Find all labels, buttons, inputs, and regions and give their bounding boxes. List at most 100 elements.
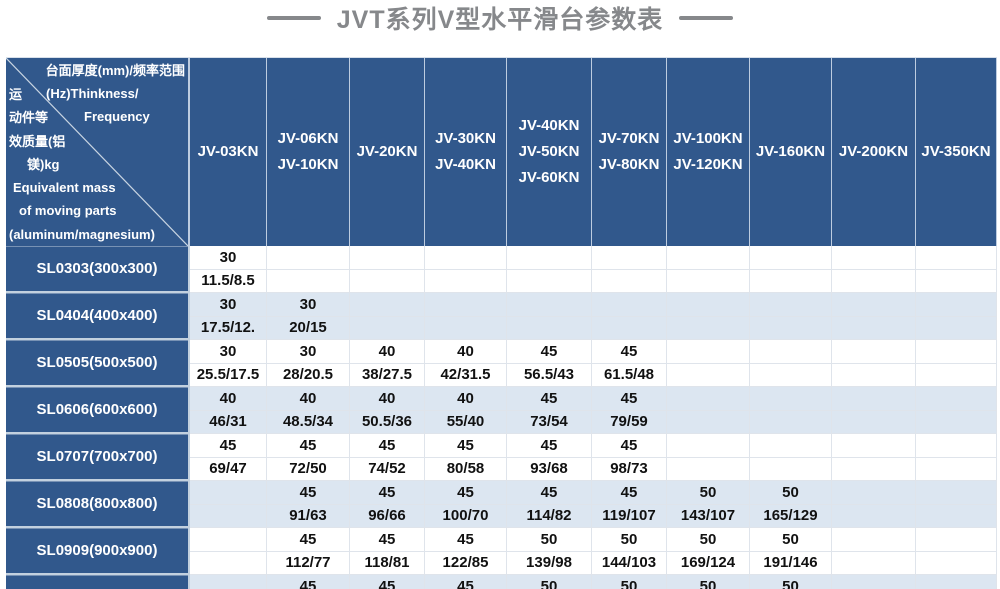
thickness-value: 45 bbox=[425, 528, 506, 552]
mass-value: 50.5/36 bbox=[361, 413, 413, 431]
thickness-value bbox=[667, 387, 749, 411]
data-cell bbox=[916, 434, 997, 481]
thickness-value: 45 bbox=[592, 387, 666, 411]
thickness-value: 40 bbox=[190, 387, 266, 411]
thickness-value bbox=[916, 575, 996, 589]
data-cell: 45 72/50 bbox=[267, 434, 350, 481]
thickness-value bbox=[507, 293, 591, 317]
mass-value bbox=[832, 364, 915, 387]
table-row: SL0404(400x400) 30 17.5/12. 30 20/15 bbox=[6, 293, 997, 340]
column-header-line: JV-20KN bbox=[356, 143, 418, 160]
row-header: SL0404(400x400) bbox=[6, 293, 190, 340]
thickness-value bbox=[592, 246, 666, 270]
mass-value bbox=[667, 270, 749, 293]
thickness-value: 30 bbox=[267, 293, 349, 317]
corner-label-line: of moving parts bbox=[9, 199, 185, 223]
thickness-value bbox=[916, 246, 996, 270]
corner-cell: 台面厚度(mm)/频率范围运 (Hz)Thinkness/动件等 Frequency… bbox=[6, 58, 190, 246]
thickness-value bbox=[916, 293, 996, 317]
data-cell: 45 bbox=[267, 575, 350, 589]
mass-value bbox=[832, 411, 915, 434]
thickness-value: 50 bbox=[592, 528, 666, 552]
mass-value bbox=[350, 317, 424, 340]
mass-value: 91/63 bbox=[289, 507, 327, 525]
mass-value: 55/40 bbox=[446, 413, 485, 431]
row-header: SL0606(600x600) bbox=[6, 387, 190, 434]
thickness-value: 45 bbox=[507, 434, 591, 458]
thickness-value: 45 bbox=[592, 340, 666, 364]
column-header: JV-30KN JV-40KN bbox=[425, 58, 507, 246]
column-header-line: JV-03KN bbox=[197, 143, 259, 160]
data-cell: 45 69/47 bbox=[190, 434, 267, 481]
data-cell bbox=[592, 246, 667, 293]
thickness-value bbox=[667, 293, 749, 317]
column-header-line: JV-350KN bbox=[921, 143, 991, 160]
thickness-value: 45 bbox=[507, 481, 591, 505]
corner-label-line: (aluminum/magnesium) bbox=[9, 223, 185, 247]
column-header-line: JV-50KN bbox=[518, 143, 580, 160]
mass-value bbox=[190, 505, 266, 528]
thickness-value: 30 bbox=[190, 340, 266, 364]
mass-value bbox=[425, 270, 506, 293]
corner-text-left: Equivalent mass bbox=[13, 179, 116, 195]
data-cell: 45 80/58 bbox=[425, 434, 507, 481]
thickness-value bbox=[916, 434, 996, 458]
mass-value: 69/47 bbox=[209, 460, 247, 478]
mass-value bbox=[425, 317, 506, 340]
data-cell bbox=[750, 340, 832, 387]
table-row: SL0303(300x300) 30 11.5/8.5 bbox=[6, 246, 997, 293]
thickness-value: 45 bbox=[350, 575, 424, 589]
row-header: SL1010(1000x1000) bbox=[6, 575, 190, 589]
mass-value bbox=[916, 505, 996, 528]
thickness-value: 45 bbox=[425, 575, 506, 589]
data-cell: 30 20/15 bbox=[267, 293, 350, 340]
corner-label-line: 动件等 Frequency bbox=[9, 105, 185, 129]
mass-value bbox=[667, 364, 749, 387]
thickness-value: 45 bbox=[350, 528, 424, 552]
thickness-value: 30 bbox=[267, 340, 349, 364]
data-cell: 30 17.5/12. bbox=[190, 293, 267, 340]
corner-text-left: 动件等 bbox=[9, 110, 49, 126]
data-cell: 40 55/40 bbox=[425, 387, 507, 434]
mass-value: 100/70 bbox=[442, 507, 489, 525]
table-row: SL0606(600x600) 40 46/31 40 48.5/34 40 50.5/36… bbox=[6, 387, 997, 434]
mass-value bbox=[832, 317, 915, 340]
thickness-value: 45 bbox=[190, 434, 266, 458]
thickness-value bbox=[190, 528, 266, 552]
table-row: SL0505(500x500) 30 25.5/17.5 30 28/20.5 40 38/… bbox=[6, 340, 997, 387]
thickness-value bbox=[916, 528, 996, 552]
thickness-value bbox=[750, 340, 831, 364]
thickness-value bbox=[750, 387, 831, 411]
mass-value: 169/124 bbox=[680, 554, 736, 572]
data-cell bbox=[190, 575, 267, 589]
thickness-value: 30 bbox=[190, 246, 266, 270]
thickness-value bbox=[667, 434, 749, 458]
thickness-value bbox=[425, 293, 506, 317]
column-header-line: JV-60KN bbox=[518, 169, 580, 186]
column-header-line: JV-06KN bbox=[277, 130, 339, 147]
data-cell: 50 bbox=[750, 575, 832, 589]
mass-value: 80/58 bbox=[446, 460, 485, 478]
data-cell: 50 139/98 bbox=[507, 528, 592, 575]
mass-value bbox=[267, 270, 349, 293]
data-cell: 45 112/77 bbox=[267, 528, 350, 575]
title-dash-left bbox=[266, 15, 321, 20]
mass-value: 61.5/48 bbox=[603, 366, 655, 384]
mass-value: 74/52 bbox=[368, 460, 406, 478]
row-header: SL0707(700x700) bbox=[6, 434, 190, 481]
title-dash-right bbox=[679, 15, 734, 20]
thickness-value: 45 bbox=[425, 434, 506, 458]
data-cell bbox=[190, 481, 267, 528]
thickness-value bbox=[667, 246, 749, 270]
data-cell bbox=[832, 575, 916, 589]
mass-value: 96/66 bbox=[368, 507, 406, 525]
mass-value bbox=[916, 411, 996, 434]
mass-value: 11.5/8.5 bbox=[201, 272, 255, 290]
mass-value bbox=[350, 270, 424, 293]
thickness-value: 50 bbox=[750, 528, 831, 552]
data-cell: 40 46/31 bbox=[190, 387, 267, 434]
mass-value bbox=[592, 270, 666, 293]
mass-value bbox=[750, 270, 831, 293]
corner-label-line: 效质量(铝 bbox=[9, 129, 185, 153]
